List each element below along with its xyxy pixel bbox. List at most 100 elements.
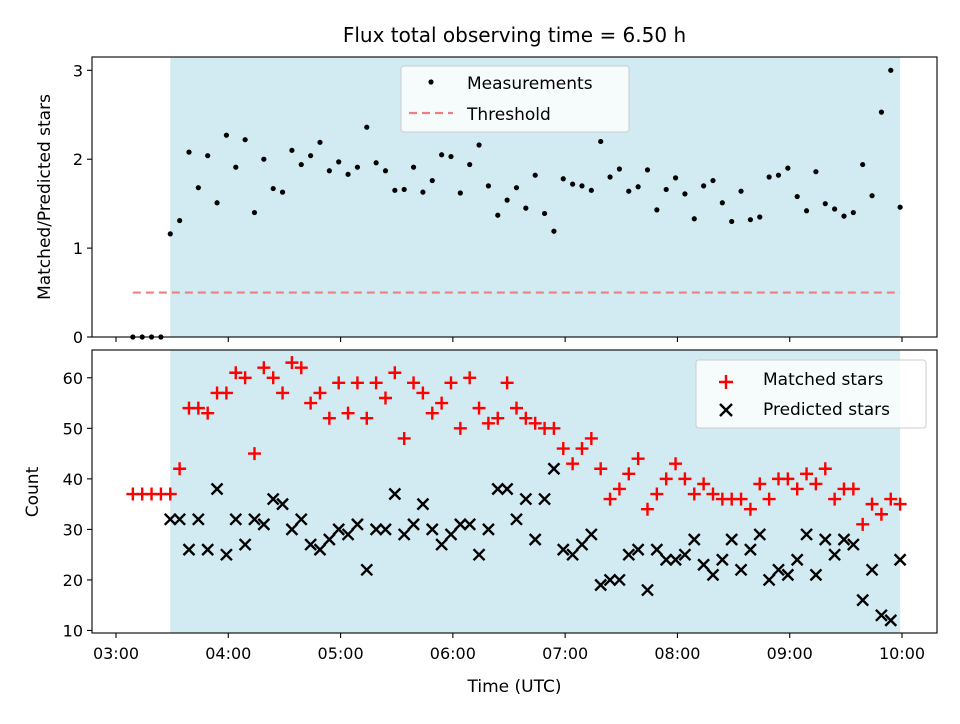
measurement-point (392, 187, 398, 193)
matched-star-point (893, 497, 907, 511)
matched-star-point (800, 467, 814, 481)
matched-star-point (519, 411, 533, 425)
matched-star-point (631, 452, 645, 466)
measurement-point (364, 124, 370, 130)
matched-star-point (781, 472, 795, 486)
measurement-point (495, 212, 501, 218)
predicted-star-point (884, 614, 898, 627)
predicted-star-point (341, 528, 355, 541)
matched-star-point (341, 406, 355, 420)
matched-star-point (584, 431, 598, 445)
bottom-panel: 10 20 30 40 50 60 03:00 04:00 05:00 06:00 07:00 08… (23, 349, 938, 697)
legend-measurements-marker (428, 79, 434, 85)
bottom-y-tick-label: 50 (63, 419, 83, 438)
matched-star-point (500, 376, 514, 390)
matched-star-point (257, 361, 271, 375)
matched-star-point (201, 406, 215, 420)
predicted-star-point (613, 573, 626, 587)
predicted-star-point (463, 517, 477, 531)
predicted-star-point (631, 543, 645, 556)
measurement-point (570, 181, 576, 187)
predicted-star-point (248, 512, 261, 526)
bottom-x-tick-label: 04:00 (205, 644, 251, 663)
predicted-star-point (332, 523, 346, 536)
measurement-point (878, 109, 885, 115)
predicted-star-point (257, 517, 271, 531)
measurement-point (541, 210, 548, 217)
top-legend-frame (400, 65, 630, 133)
matched-star-point (547, 421, 561, 435)
matched-star-point (416, 386, 430, 400)
measurement-point (298, 161, 304, 168)
matched-star-point (369, 376, 383, 390)
measurement-point (644, 167, 651, 173)
top-legend: Measurements Threshold (400, 65, 630, 133)
matched-star-point (378, 391, 392, 405)
matched-star-point (313, 386, 327, 400)
matched-star-point (509, 401, 523, 415)
bottom-x-ticks: 03:00 04:00 05:00 06:00 07:00 08:00 09:00 10:00 (93, 633, 925, 663)
predicted-star-point (435, 538, 448, 551)
measurement-point (710, 177, 716, 184)
top-panel: Flux total observing time = 6.50 h 0123 … (35, 23, 938, 347)
predicted-star-point (173, 512, 186, 526)
measurement-point (223, 132, 230, 138)
predicted-star-point (762, 573, 776, 587)
predicted-star-point (734, 563, 748, 577)
predicted-star-point (266, 492, 280, 506)
predicted-star-point (304, 538, 317, 551)
predicted-star-point (276, 497, 289, 511)
matched-star-point (734, 492, 748, 506)
matched-star-point (603, 492, 617, 506)
matched-star-point (669, 457, 683, 471)
predicted-star-point (369, 523, 383, 536)
measurement-point (794, 193, 800, 200)
measurement-point (317, 139, 323, 145)
predicted-star-point (846, 538, 860, 551)
matched-star-point (612, 482, 626, 496)
bottom-y-tick-label: 10 (63, 621, 83, 640)
measurement-point (551, 228, 557, 234)
measurement-point (747, 217, 754, 223)
predicted-star-point (650, 543, 664, 556)
matched-star-point (818, 462, 832, 476)
matched-star-point (809, 477, 823, 491)
measurement-point (869, 193, 875, 199)
predicted-star-point (781, 568, 795, 582)
measurement-point (523, 205, 529, 211)
bottom-y-tick-label: 60 (63, 369, 83, 388)
matched-star-point (594, 462, 608, 476)
measurement-point (701, 183, 707, 189)
matched-star-point (743, 502, 757, 516)
measurement-point (270, 185, 276, 192)
predicted-star-point (837, 533, 851, 546)
matched-star-point (846, 482, 860, 496)
bottom-x-tick-label: 10:00 (879, 644, 925, 663)
matched-star-point (575, 442, 589, 456)
matched-stars-points (126, 356, 907, 531)
measurement-point (251, 209, 258, 216)
predicted-star-point (444, 528, 458, 541)
predicted-star-point (715, 553, 729, 567)
top-y-tick-label: 3 (73, 61, 83, 80)
matched-star-point (828, 492, 842, 506)
predicted-star-point (416, 497, 430, 511)
measurement-point (588, 187, 594, 193)
legend-matched-label: Matched stars (763, 370, 883, 390)
measurement-point (167, 231, 173, 237)
measurement-point (401, 186, 407, 193)
x-axis-label: Time (UTC) (467, 677, 562, 697)
predicted-star-point (519, 492, 533, 506)
predicted-star-point (584, 528, 598, 541)
matched-star-point (191, 401, 205, 415)
matched-star-point (790, 482, 804, 496)
matched-star-point (472, 401, 486, 415)
matched-star-point (276, 386, 290, 400)
matched-star-point (435, 396, 449, 410)
measurement-point (504, 197, 510, 203)
measurement-point (410, 164, 417, 170)
predicted-star-point (687, 533, 701, 546)
measurement-point (233, 164, 239, 170)
predicted-star-point (453, 517, 467, 531)
predicted-star-point (865, 563, 879, 577)
